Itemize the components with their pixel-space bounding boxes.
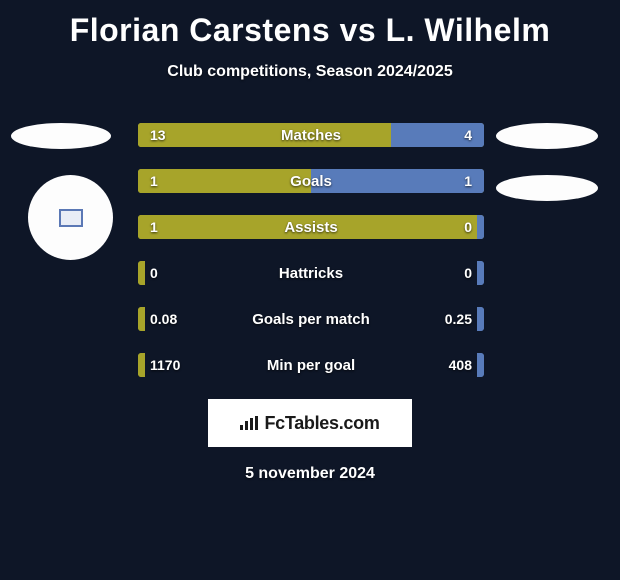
stat-row: 0.08 0.25Goals per match xyxy=(138,307,484,331)
stat-label: Hattricks xyxy=(138,261,484,285)
bar-right-cap xyxy=(477,123,484,147)
bar-right-fill xyxy=(311,169,484,193)
bars-container: 134Matches 11Goals 10Assists 0 0Hattricks 0.0… xyxy=(138,123,484,377)
bar-left-cap xyxy=(138,261,145,285)
bar-left-cap xyxy=(138,123,145,147)
bar-left-fill xyxy=(138,215,477,239)
stat-value-right: 0 xyxy=(464,261,472,285)
logo-box: FcTables.com xyxy=(208,399,412,447)
stat-row: 1170 408Min per goal xyxy=(138,353,484,377)
bar-right-fill xyxy=(391,123,484,147)
flag-icon xyxy=(59,209,83,227)
page-title: Florian Carstens vs L. Wilhelm xyxy=(0,0,620,49)
bar-left-cap xyxy=(138,215,145,239)
bar-right-cap xyxy=(477,261,484,285)
stat-label: Min per goal xyxy=(138,353,484,377)
bar-left-cap xyxy=(138,353,145,377)
logo-text: FcTables.com xyxy=(264,413,379,434)
stat-row: 0 0Hattricks xyxy=(138,261,484,285)
bar-right-cap xyxy=(477,169,484,193)
comparison-chart: 134Matches 11Goals 10Assists 0 0Hattricks 0.0… xyxy=(0,123,620,377)
stat-row: 11Goals xyxy=(138,169,484,193)
bar-left-cap xyxy=(138,169,145,193)
stat-value-right: 408 xyxy=(449,353,472,377)
stat-value-left: 0 xyxy=(150,261,158,285)
stat-label: Goals per match xyxy=(138,307,484,331)
subtitle: Club competitions, Season 2024/2025 xyxy=(0,63,620,81)
stat-value-left: 0.08 xyxy=(150,307,177,331)
stat-value-left: 1170 xyxy=(150,353,180,377)
bar-right-cap xyxy=(477,215,484,239)
bar-left-fill xyxy=(138,169,311,193)
player-right-marker-2 xyxy=(496,175,598,201)
stat-row: 134Matches xyxy=(138,123,484,147)
stat-value-right: 0.25 xyxy=(445,307,472,331)
player-left-marker xyxy=(11,123,111,149)
stat-row: 10Assists xyxy=(138,215,484,239)
bar-left-cap xyxy=(138,307,145,331)
player-left-badge xyxy=(28,175,113,260)
bar-left-fill xyxy=(138,123,391,147)
barchart-icon xyxy=(240,416,258,430)
date-label: 5 november 2024 xyxy=(0,465,620,483)
player-right-marker-1 xyxy=(496,123,598,149)
bar-right-cap xyxy=(477,307,484,331)
bar-right-cap xyxy=(477,353,484,377)
